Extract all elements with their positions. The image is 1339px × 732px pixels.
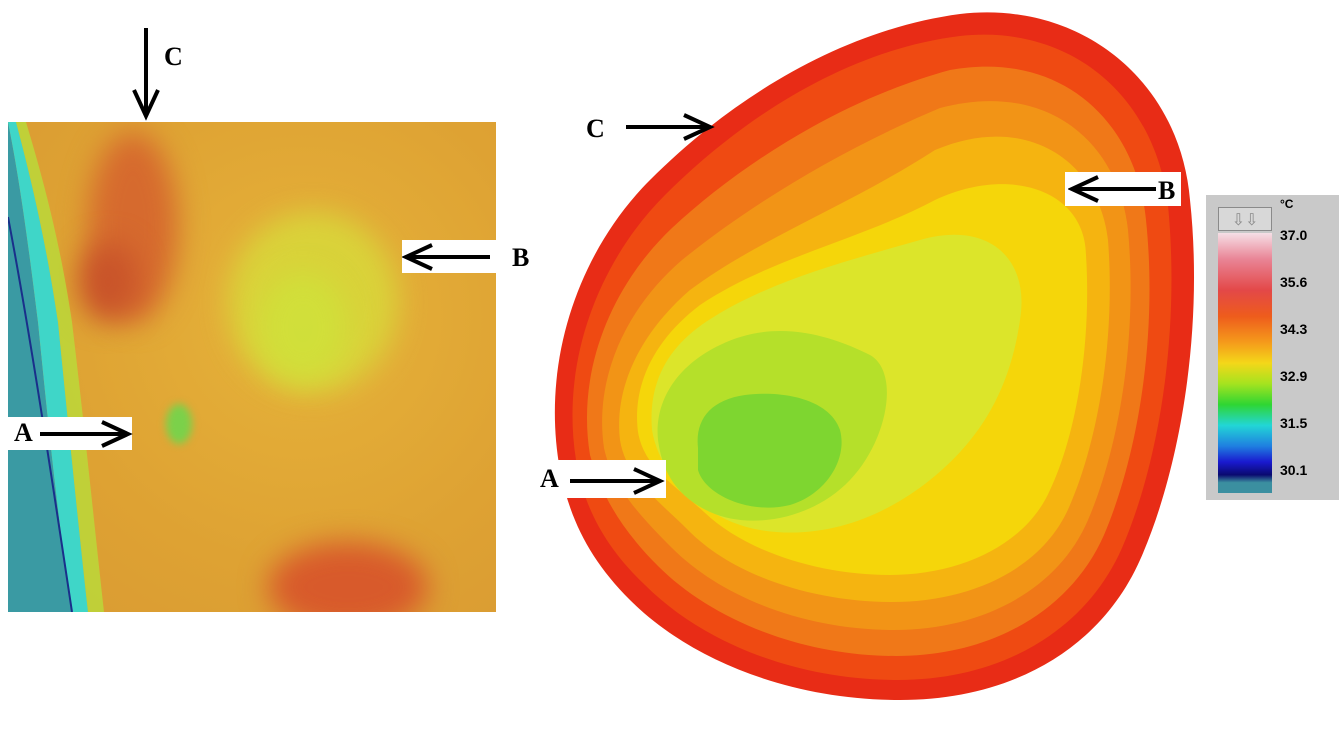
warm-region xyxy=(268,542,428,612)
cool-spot xyxy=(166,404,192,444)
left-arrow-b xyxy=(402,243,490,271)
scale-tick: 31.5 xyxy=(1280,415,1308,431)
temperature-scale: ⇩⇩ °C 37.0 35.6 34.3 32.9 31.5 30.1 xyxy=(1206,195,1339,500)
skin-edge xyxy=(8,122,104,612)
right-label-b: B xyxy=(1158,176,1176,205)
cool-region xyxy=(258,272,348,382)
scale-gradient-bar xyxy=(1218,233,1272,493)
right-arrow-c xyxy=(626,113,715,141)
left-arrow-a xyxy=(40,420,133,448)
left-thermogram xyxy=(8,122,496,612)
warm-region xyxy=(78,242,138,322)
right-contour-map xyxy=(554,12,1195,700)
right-label-a: A xyxy=(540,464,559,493)
left-label-c: C xyxy=(164,42,183,71)
scale-tick: 32.9 xyxy=(1280,368,1308,384)
scale-tick: 35.6 xyxy=(1280,274,1308,290)
scale-unit: °C xyxy=(1280,197,1294,211)
scale-tick: 34.3 xyxy=(1280,321,1308,337)
left-label-a: A xyxy=(14,418,33,447)
scale-tick: 30.1 xyxy=(1280,462,1308,478)
scale-tick: 37.0 xyxy=(1280,227,1308,243)
right-arrow-a xyxy=(570,467,665,495)
right-arrow-b xyxy=(1068,175,1156,203)
left-arrow-c xyxy=(132,28,160,121)
right-label-c: C xyxy=(586,114,605,143)
left-label-b: B xyxy=(512,243,530,272)
double-down-arrow-icon[interactable]: ⇩⇩ xyxy=(1218,207,1272,231)
